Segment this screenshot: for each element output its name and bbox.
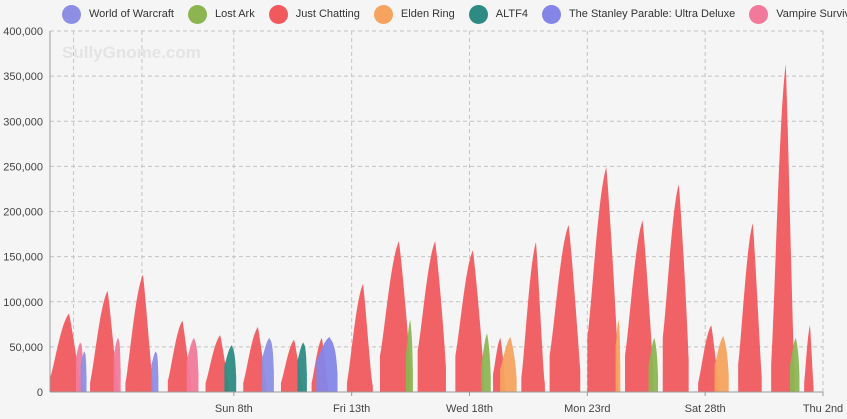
- stream-area-vampire-survivors-8: [186, 337, 199, 392]
- stream-area-elden-ring-24: [500, 336, 517, 392]
- stream-area-just-chatting-7: [167, 320, 192, 392]
- stream-area-just-chatting-0: [50, 313, 81, 392]
- y-tick-label: 400,000: [3, 26, 43, 38]
- stream-area-just-chatting-18: [379, 241, 411, 392]
- x-tick-label: Wed 18th: [446, 403, 493, 415]
- y-tick-label: 50,000: [9, 342, 43, 354]
- stream-area-world-of-warcraft-12: [262, 337, 274, 392]
- stream-area-altf4-14: [297, 342, 307, 392]
- y-tick-label: 350,000: [3, 71, 43, 83]
- legend-swatch: [187, 4, 207, 24]
- stream-area-vampire-survivors-4: [113, 337, 121, 392]
- stream-area-lost-ark-36: [790, 337, 800, 392]
- legend-label: ALTF4: [495, 8, 528, 20]
- y-tick-label: 0: [37, 387, 43, 399]
- x-tick-label: Mon 23rd: [564, 403, 610, 415]
- stream-area-just-chatting-5: [125, 274, 154, 392]
- stream-area-just-chatting-35: [771, 64, 795, 392]
- stream-area-just-chatting-37: [804, 325, 814, 392]
- stream-area-world-of-warcraft-2: [80, 351, 87, 392]
- legend-swatch: [749, 4, 769, 24]
- legend-item-just-chatting[interactable]: Just Chatting: [268, 4, 360, 24]
- x-tick-label: Thu 2nd: [803, 403, 843, 415]
- x-tick-label: Sat 28th: [685, 403, 726, 415]
- legend-label: Just Chatting: [295, 8, 360, 20]
- stream-area-lost-ark-22: [481, 333, 491, 392]
- legend-label: Elden Ring: [400, 8, 455, 20]
- stream-areas: [50, 64, 814, 392]
- legend-swatch: [268, 4, 288, 24]
- stream-area-just-chatting-31: [662, 184, 689, 392]
- stream-area-elden-ring-28: [615, 319, 621, 392]
- stream-area-just-chatting-29: [625, 220, 654, 392]
- axes: 0 50,000 100,000 150,000 200,000 250,000 300,0…: [3, 26, 843, 415]
- stream-area-just-chatting-27: [587, 167, 618, 392]
- stream-area-the-stanley-parable-ultra-deluxe-16: [316, 336, 338, 392]
- legend-swatch: [62, 4, 81, 24]
- legend-item-lost-ark[interactable]: Lost Ark: [187, 4, 255, 24]
- legend-item-altf4[interactable]: ALTF4: [468, 4, 528, 24]
- y-tick-label: 200,000: [3, 207, 43, 219]
- legend-label: Lost Ark: [214, 8, 255, 20]
- watermark-text: SullyGnome.com: [62, 43, 201, 62]
- stream-area-lost-ark-19: [405, 319, 413, 392]
- legend-item-world-of-warcraft[interactable]: World of Warcraft: [62, 4, 174, 24]
- legend-swatch: [541, 4, 561, 24]
- stream-area-altf4-10: [224, 345, 237, 392]
- x-tick-label: Fri 13th: [333, 403, 370, 415]
- stream-area-just-chatting-9: [205, 335, 230, 392]
- stream-area-lost-ark-30: [648, 337, 659, 392]
- stream-area-just-chatting-34: [738, 223, 762, 392]
- stream-area-just-chatting-11: [243, 327, 267, 392]
- legend-label: Vampire Survivors: [776, 8, 847, 20]
- x-tick-label: Sun 8th: [215, 403, 253, 415]
- legend-label: World of Warcraft: [89, 8, 174, 20]
- y-tick-label: 100,000: [3, 297, 43, 309]
- stream-area-just-chatting-21: [455, 250, 484, 392]
- legend-label: The Stanley Parable: Ultra Deluxe: [568, 8, 736, 20]
- stream-area-world-of-warcraft-6: [151, 351, 159, 392]
- stream-area-just-chatting-17: [346, 283, 373, 392]
- legend-item-vampire-survivors[interactable]: Vampire Survivors: [749, 4, 847, 24]
- legend-item-the-stanley-parable-ultra-deluxe[interactable]: The Stanley Parable: Ultra Deluxe: [541, 4, 736, 24]
- chart-legend: World of Warcraft Lost Ark Just Chatting El…: [0, 0, 847, 28]
- stream-area-just-chatting-25: [521, 242, 545, 392]
- y-tick-label: 250,000: [3, 161, 43, 173]
- stream-area-just-chatting-32: [698, 325, 720, 392]
- stream-area-just-chatting-3: [90, 290, 119, 392]
- legend-item-elden-ring[interactable]: Elden Ring: [373, 4, 455, 24]
- legend-swatch: [373, 4, 393, 24]
- y-tick-label: 150,000: [3, 252, 43, 264]
- stream-area-just-chatting-13: [280, 339, 303, 392]
- stream-area-just-chatting-26: [549, 225, 581, 392]
- stream-area-just-chatting-20: [417, 241, 446, 392]
- y-tick-label: 300,000: [3, 116, 43, 128]
- stream-area-elden-ring-33: [714, 336, 729, 392]
- legend-swatch: [468, 4, 488, 24]
